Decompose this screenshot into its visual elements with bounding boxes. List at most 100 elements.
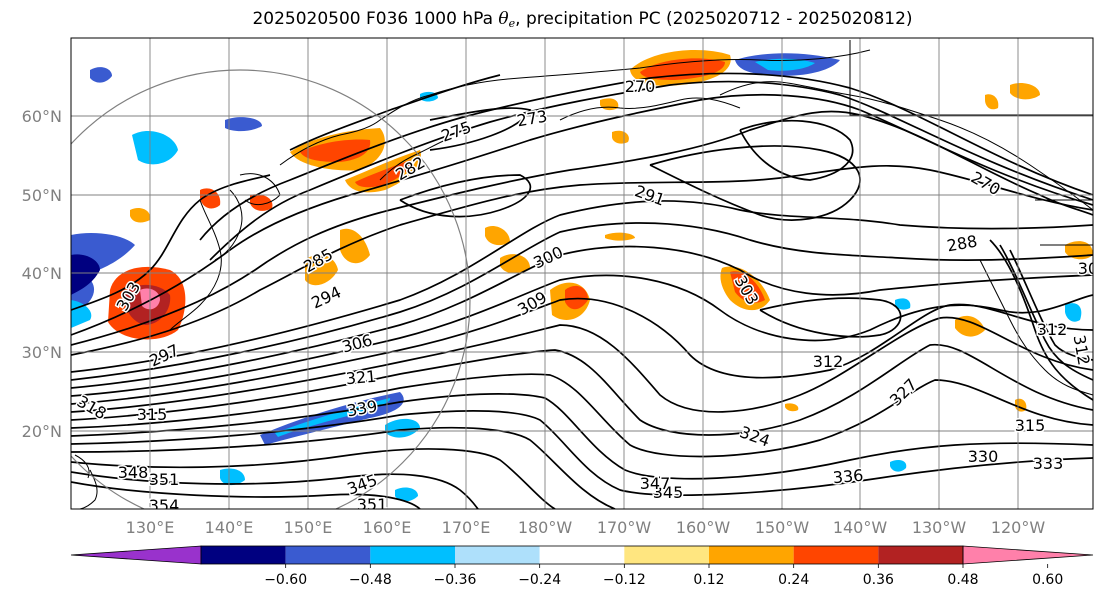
contour-line: [71, 373, 1093, 458]
precip-negative-area: [90, 67, 112, 83]
contour-label: 345: [651, 482, 685, 504]
contour-line: [71, 316, 1093, 413]
map-panel: 2702732752822852882912942973003033063093…: [71, 38, 1105, 514]
contour-label: 321: [344, 365, 379, 390]
lat-label: 40°N: [22, 264, 62, 283]
contour-label-text: 336: [832, 466, 864, 488]
contour-label: 330: [966, 446, 1000, 468]
coastline: [979, 259, 1093, 396]
lon-label: 150°W: [755, 518, 810, 537]
precip-positive-area: [485, 225, 510, 246]
lon-label: 140°E: [205, 518, 254, 537]
contour-label: 351: [147, 469, 181, 491]
contour-line: [71, 245, 1093, 389]
precip-negative-area: [225, 117, 262, 132]
contour-line: [71, 410, 1093, 496]
lat-label: 20°N: [22, 422, 62, 441]
lat-label: 50°N: [22, 186, 62, 205]
contour-label: 312: [1035, 319, 1069, 341]
contour-label-text: 351: [357, 495, 388, 514]
contour-label-text: 345: [653, 483, 684, 502]
contour-line: [71, 297, 1093, 405]
precip-positive-area: [1010, 83, 1040, 100]
colorbar-frame: [200, 545, 964, 565]
lon-label: 170°E: [442, 518, 491, 537]
contour-label: 347: [638, 473, 672, 495]
colorbar-segment: [539, 546, 625, 564]
precip-positive-area: [300, 139, 371, 162]
contour-line: [759, 297, 902, 338]
precip-positive-area: [500, 254, 530, 274]
lon-label: 130°W: [912, 518, 967, 537]
precip-negative-area: [895, 298, 911, 310]
colorbar-tick-label: 0.60: [1032, 572, 1063, 588]
precip-positive-area: [985, 94, 999, 110]
precip-positive-area: [250, 194, 273, 211]
precip-positive-area: [130, 208, 151, 223]
coastline: [719, 81, 1093, 211]
colorbar-tick-label: −0.36: [434, 572, 477, 588]
lon-label: 120°W: [991, 518, 1046, 537]
contour-line: [71, 174, 271, 311]
lat-label: 60°N: [22, 107, 62, 126]
contour-label: 312: [811, 351, 845, 373]
lon-label: 140°W: [833, 518, 888, 537]
contour-label-text: 333: [1033, 454, 1064, 473]
precip-negative-area: [755, 58, 815, 71]
contour-line: [71, 393, 1093, 480]
contour-label-text: 315: [137, 405, 168, 424]
colorbar-tick-label: −0.24: [518, 572, 561, 588]
contour-label-text: 312: [813, 352, 844, 371]
precip-positive-area: [200, 188, 221, 209]
colorbar-tick-label: −0.48: [349, 572, 392, 588]
precip-positive-area: [355, 160, 411, 188]
precip-positive-area: [955, 315, 985, 337]
contour-label-text: 351: [149, 470, 180, 489]
contour-label: 315: [135, 404, 169, 426]
coastline: [214, 189, 243, 261]
precip-negative-area: [890, 460, 907, 472]
coastline: [849, 40, 1093, 116]
precip-negative-area: [395, 487, 418, 502]
contour-label-text: 306: [1078, 259, 1105, 278]
precip-positive-area: [565, 285, 588, 310]
precip-negative-area: [132, 130, 178, 165]
longitude-labels: 130°E 140°E 150°E 160°E 170°E 180°W 170°W 160°W…: [126, 518, 1046, 537]
lon-label: 160°W: [676, 518, 731, 537]
contour-line: [71, 110, 1093, 346]
contour-line: [739, 119, 854, 181]
precip-negative-area: [1065, 303, 1082, 322]
precip-positive-area: [612, 130, 629, 144]
latitude-labels: 60°N 50°N 40°N 30°N 20°N: [22, 107, 62, 441]
contour-label-text: 321: [345, 367, 377, 389]
coastline: [79, 469, 98, 509]
contour-line: [289, 74, 501, 151]
contour-label: 336: [831, 464, 866, 489]
precip-negative-area: [220, 468, 245, 486]
lon-label: 130°E: [126, 518, 175, 537]
contour-label-text: 312: [1037, 320, 1068, 339]
lon-label: 170°W: [597, 518, 652, 537]
contour-line: [429, 107, 532, 151]
contour-label-text: 315: [1015, 416, 1046, 435]
colorbar-segment: [370, 546, 455, 564]
lon-label: 150°E: [284, 518, 333, 537]
contour-line: [649, 145, 861, 221]
contour-label: 333: [1031, 453, 1065, 475]
colorbar-segment: [709, 546, 794, 564]
contour-line: [71, 222, 1093, 381]
colorbar-tick-label: 0.24: [778, 572, 809, 588]
contour-label: 351: [355, 494, 389, 514]
colorbar-segment: [201, 546, 286, 564]
lat-label: 30°N: [22, 343, 62, 362]
contour-label: 306: [1076, 258, 1105, 280]
contour-label: 270: [623, 76, 657, 98]
precip-shading: [71, 50, 1093, 502]
contour-line: [1009, 249, 1093, 361]
lon-label: 180°W: [518, 518, 573, 537]
precip-positive-area: [605, 232, 635, 241]
precip-negative-area: [71, 254, 100, 295]
colorbar: −0.60 −0.48 −0.36 −0.24 −0.12 0.12 0.24 0.36 0.4…: [70, 545, 1094, 588]
figure-title: 2025020500 F036 1000 hPa θe, precipitati…: [252, 9, 913, 30]
